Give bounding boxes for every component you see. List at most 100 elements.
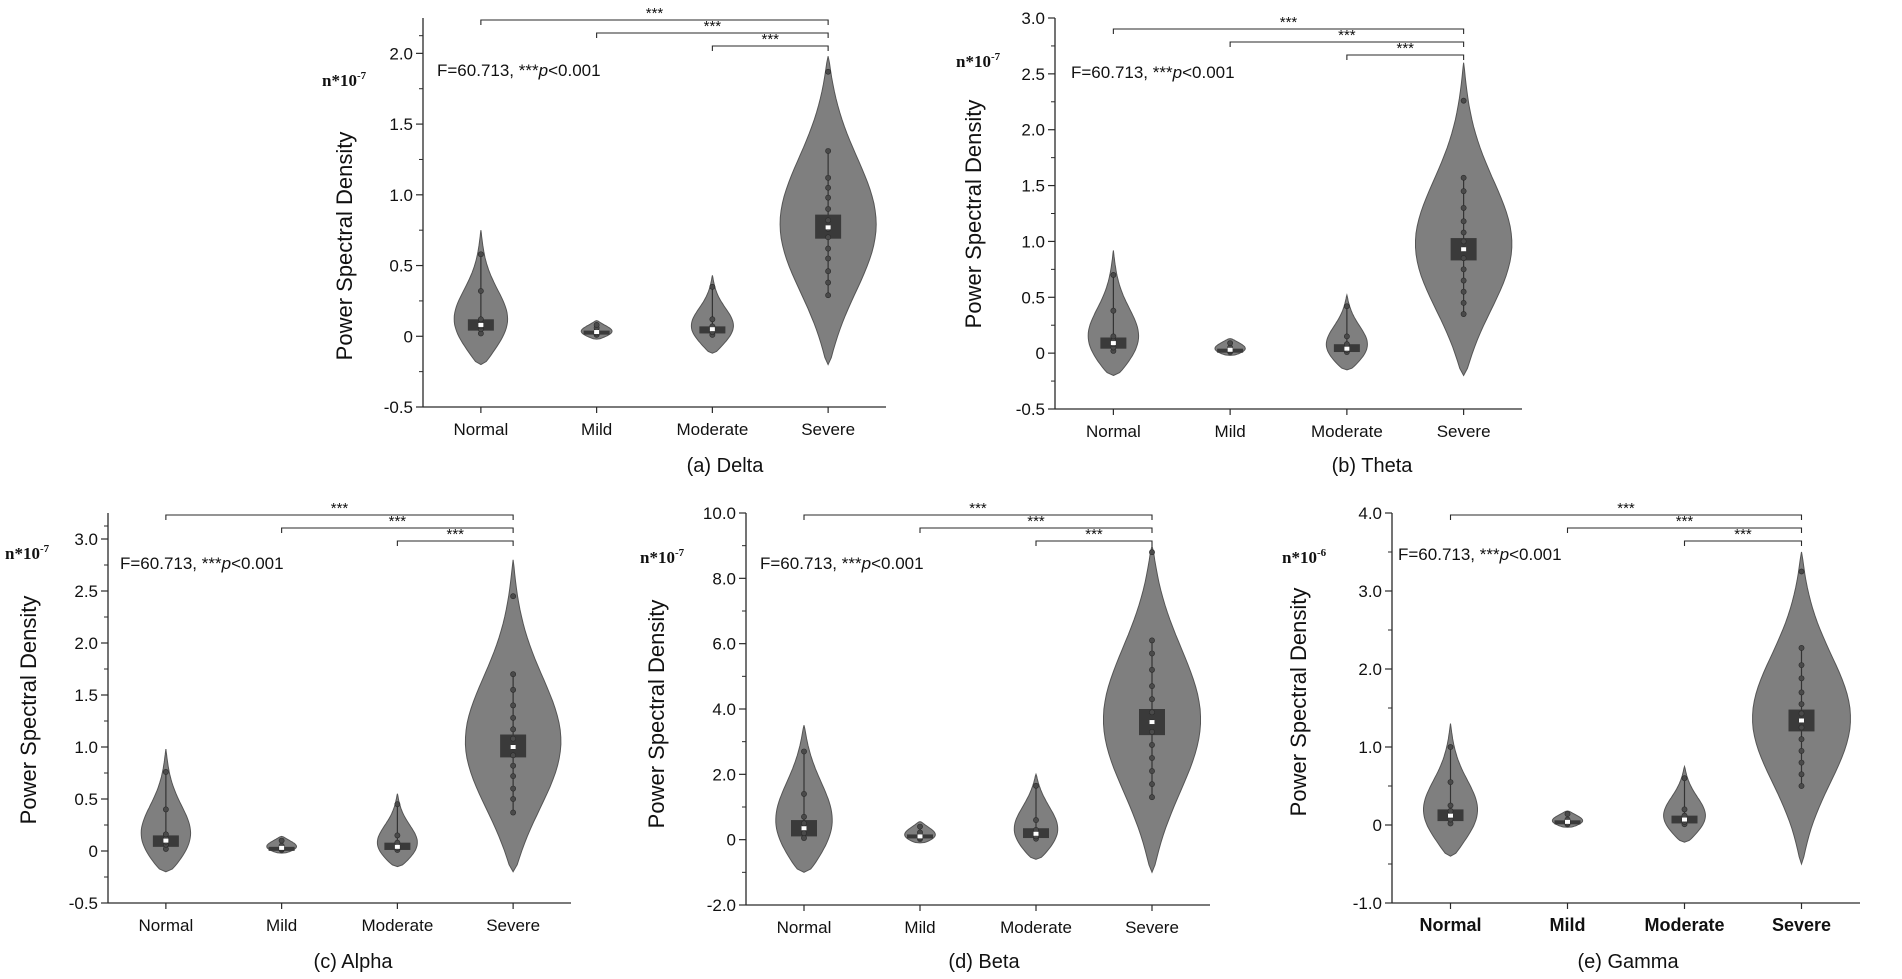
y-tick-label: -0.5: [69, 894, 98, 913]
significance-label: ***: [1396, 40, 1414, 57]
violin-severe: [1103, 545, 1201, 874]
significance-label: ***: [389, 513, 407, 530]
bracket-line: [803, 514, 1153, 520]
data-point: [825, 184, 832, 191]
y-tick-label: 0.5: [389, 257, 413, 276]
data-point: [1149, 794, 1155, 801]
data-point: [1798, 701, 1805, 707]
significance-label: ***: [704, 18, 722, 35]
data-point: [1110, 272, 1117, 278]
data-point: [1149, 637, 1155, 644]
significance-bracket: ***: [396, 526, 514, 546]
data-point: [1033, 817, 1039, 823]
data-point: [1447, 779, 1454, 785]
exponent-label: n*10-6: [1282, 547, 1327, 567]
y-tick-label: 4.0: [712, 700, 736, 719]
data-point: [801, 748, 807, 755]
significance-label: ***: [446, 526, 464, 543]
violin-severe: [464, 559, 562, 873]
x-tick-label: Moderate: [1000, 918, 1072, 937]
x-tick-label: Normal: [1419, 915, 1481, 935]
median-marker: [825, 225, 831, 230]
y-axis-label: Power Spectral Density: [644, 600, 669, 829]
bracket-line: [396, 540, 514, 546]
f-statistic-annotation: F=60.713, ***p<0.001: [1071, 63, 1235, 82]
data-point: [1798, 689, 1805, 696]
violin-normal: [140, 749, 192, 873]
data-point: [510, 593, 517, 600]
y-tick-label: 0.5: [1021, 288, 1045, 307]
data-point: [1681, 806, 1688, 813]
x-tick-label: Severe: [1772, 915, 1831, 935]
y-tick-label: -1.0: [1353, 894, 1382, 913]
data-point: [477, 316, 484, 323]
median-marker: [1149, 720, 1155, 725]
violin-normal: [775, 725, 833, 873]
data-point: [394, 801, 401, 808]
y-tick-label: 2.0: [1021, 121, 1045, 140]
data-point: [510, 762, 517, 769]
data-point: [1798, 736, 1805, 743]
significance-bracket: ***: [1112, 14, 1465, 34]
data-point: [801, 813, 807, 820]
data-point: [1110, 307, 1117, 314]
panel-caption: (c) Alpha: [314, 951, 394, 973]
x-tick-label: Severe: [1437, 422, 1491, 441]
significance-label: ***: [646, 5, 664, 22]
exponent-label: n*10-7: [5, 543, 50, 563]
panel-caption: (b) Theta: [1332, 455, 1414, 477]
y-axis-label: Power Spectral Density: [1286, 588, 1311, 817]
data-point: [1681, 812, 1688, 819]
data-point: [825, 268, 832, 275]
data-point: [1149, 742, 1155, 748]
data-point: [162, 806, 169, 813]
data-point: [917, 829, 923, 836]
median-marker: [1033, 831, 1039, 836]
violin-mild: [580, 320, 613, 340]
data-point: [510, 726, 517, 733]
y-tick-label: -0.5: [384, 398, 413, 417]
data-point: [1798, 748, 1805, 754]
data-point: [1149, 666, 1155, 673]
violin-moderate: [1013, 772, 1059, 860]
bracket-line: [1683, 540, 1803, 546]
median-marker: [1227, 347, 1233, 352]
data-point: [1460, 311, 1467, 317]
data-point: [1681, 775, 1688, 782]
y-tick-label: 1.0: [74, 738, 98, 757]
data-point: [825, 279, 832, 286]
data-point: [1447, 808, 1454, 814]
bracket-line: [281, 527, 514, 533]
median-marker: [1110, 341, 1116, 346]
median-marker: [801, 826, 807, 831]
data-point: [825, 68, 832, 75]
data-point: [510, 735, 517, 742]
y-axis-label: Power Spectral Density: [961, 100, 986, 329]
significance-bracket: ***: [1683, 526, 1803, 546]
data-point: [801, 820, 807, 827]
significance-bracket: ***: [711, 31, 829, 51]
data-point: [1460, 277, 1467, 284]
data-point: [825, 292, 832, 299]
panel-delta: n*10-7 F=60.713, ***p<0.001 Power Spectr…: [322, 5, 886, 477]
data-point: [1343, 333, 1350, 340]
x-tick-label: Normal: [1086, 422, 1141, 441]
data-point: [510, 671, 517, 678]
significance-label: ***: [1280, 14, 1298, 31]
data-point: [1149, 696, 1155, 703]
bracket-line: [711, 45, 829, 51]
data-point: [1460, 97, 1467, 104]
significance-bracket: ***: [1035, 526, 1153, 546]
y-tick-label: 4.0: [1358, 504, 1382, 523]
y-tick-label: 1.5: [74, 686, 98, 705]
data-point: [394, 839, 401, 846]
median-marker: [394, 844, 400, 849]
panel-caption: (d) Beta: [948, 951, 1020, 973]
data-point: [709, 283, 716, 290]
y-tick-label: 6.0: [712, 635, 736, 654]
bracket-line: [1449, 514, 1803, 520]
bracket-line: [480, 19, 829, 25]
f-statistic-annotation: F=60.713, ***p<0.001: [120, 554, 284, 573]
median-marker: [709, 327, 715, 332]
data-point: [1460, 288, 1467, 295]
